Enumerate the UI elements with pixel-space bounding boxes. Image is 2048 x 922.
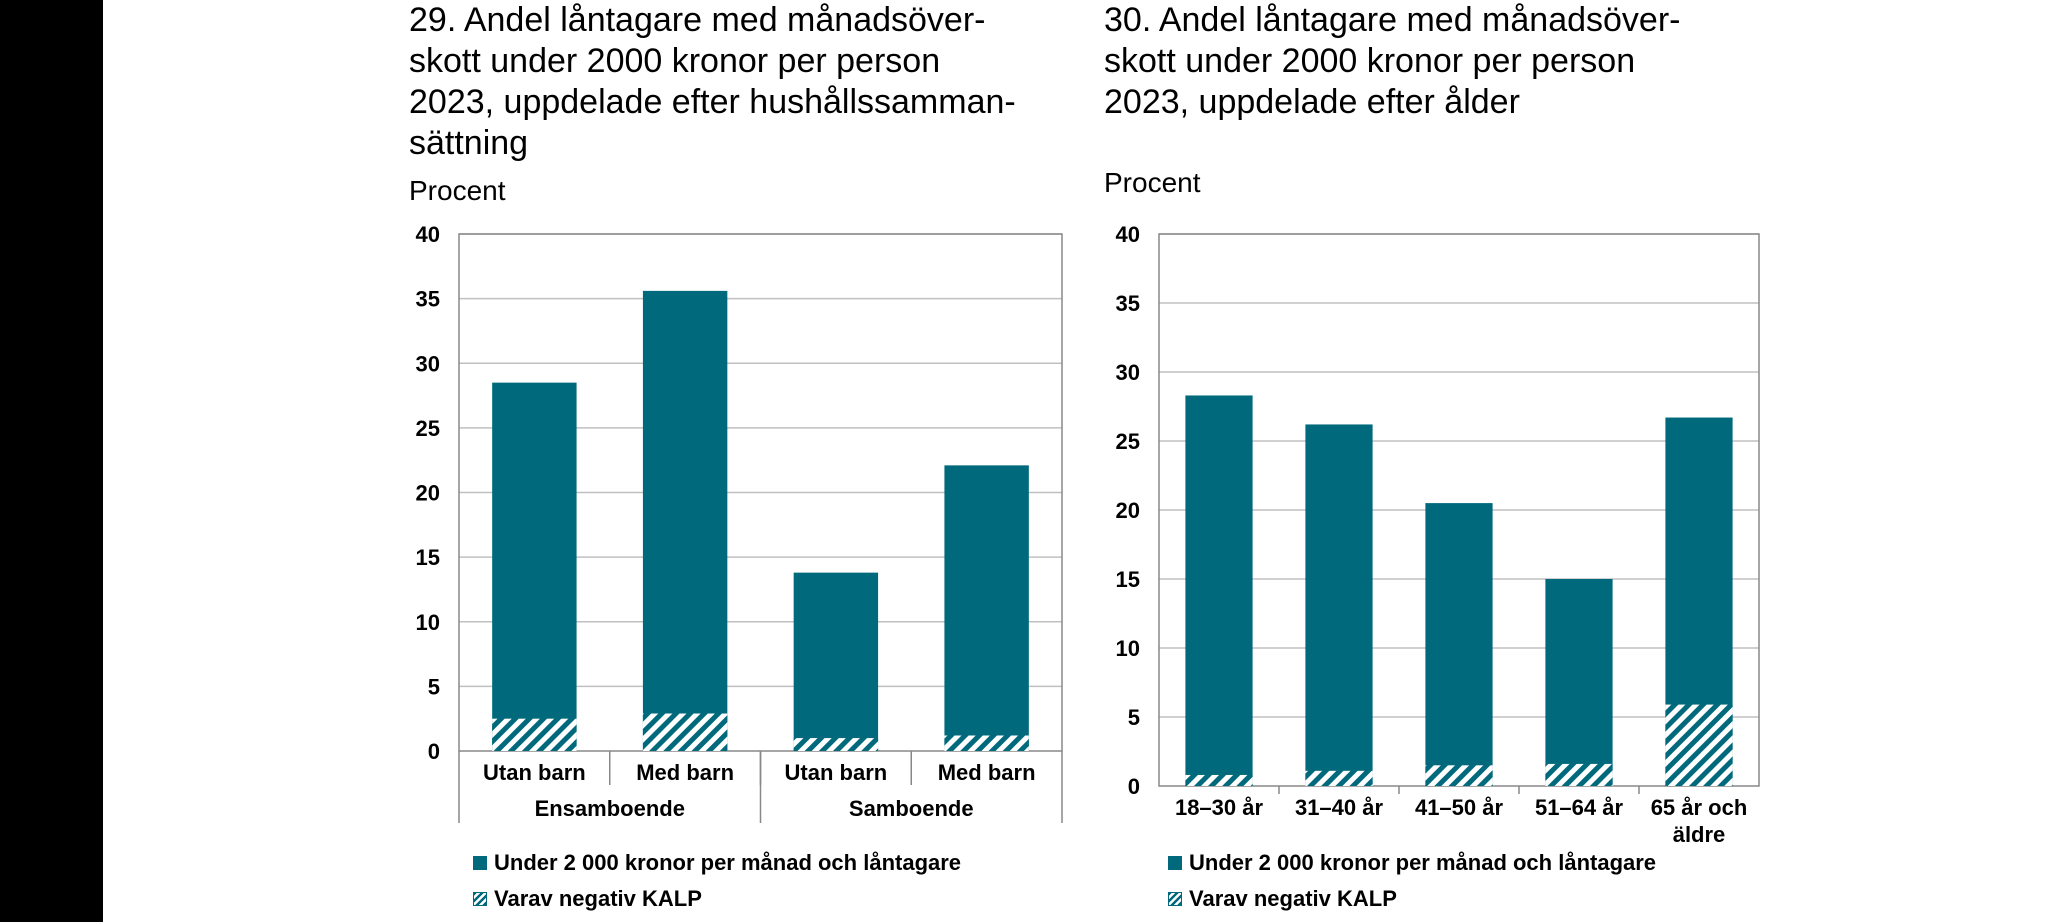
chart2-title-line-3: 2023, uppdelade efter ålder — [1104, 83, 1520, 121]
chart1-y-unit: Procent — [409, 175, 506, 206]
chart1-legend-swatch-solid — [473, 856, 487, 870]
chart2-y-tick-label: 0 — [1128, 774, 1140, 799]
chart2-y-tick-label: 10 — [1116, 636, 1140, 661]
chart1-y-tick-label: 0 — [428, 739, 440, 764]
chart1-legend-swatch-hatched — [473, 892, 487, 906]
chart2-bar-main — [1425, 503, 1493, 786]
chart2-y-tick-label: 5 — [1128, 705, 1140, 730]
chart2-y-tick-label: 15 — [1116, 567, 1140, 592]
chart1-title-line-2: skott under 2000 kronor per person — [409, 42, 941, 80]
chart2-y-unit: Procent — [1104, 167, 1201, 198]
chart2-y-tick-label: 35 — [1116, 291, 1140, 316]
left-black-bar — [0, 0, 103, 922]
chart2-legend-label-main: Under 2 000 kronor per månad och låntaga… — [1189, 850, 1657, 875]
chart2-legend-item-kalp: Varav negativ KALP — [1168, 886, 1397, 912]
chart2-y-tick-label: 20 — [1116, 498, 1140, 523]
chart1-bar-kalp — [642, 713, 728, 751]
chart1-x-tick-label: Utan barn — [785, 760, 888, 785]
chart1-bar-kalp — [944, 735, 1029, 751]
chart2-y-tick-label: 40 — [1116, 222, 1140, 247]
chart1-y-tick-label: 25 — [416, 416, 440, 441]
chart1-title-line-3: 2023, uppdelade efter hushållssamman- — [409, 83, 1016, 121]
chart2-title-line-1: 30. Andel låntagare med månadsöver- — [1104, 1, 1681, 39]
chart1-bar-main — [492, 382, 577, 751]
chart2-x-tick-label: 41–50 år — [1415, 795, 1504, 820]
chart2-legend-swatch-solid — [1168, 856, 1182, 870]
chart2-y-tick-label: 30 — [1116, 360, 1140, 385]
chart2-bar-kalp — [1545, 763, 1613, 786]
chart2-y-tick-label: 25 — [1116, 429, 1140, 454]
chart1-y-tick-label: 20 — [416, 481, 440, 506]
chart1-x-tick-label: Med barn — [636, 760, 734, 785]
chart1-legend-label-kalp: Varav negativ KALP — [494, 886, 702, 911]
chart2-x-tick-label: 31–40 år — [1295, 795, 1384, 820]
chart1-bar-main — [793, 572, 879, 751]
chart2-x-tick-label: äldre — [1673, 822, 1726, 847]
chart1-x-tick-label: Med barn — [938, 760, 1036, 785]
chart2-bar-kalp — [1665, 704, 1733, 786]
chart1-y-tick-label: 10 — [416, 610, 440, 635]
chart2-title-line-2: skott under 2000 kronor per person — [1104, 42, 1636, 80]
chart2-legend-label-kalp: Varav negativ KALP — [1189, 886, 1397, 911]
chart1-bar-main — [642, 290, 728, 751]
chart1-legend-item-kalp: Varav negativ KALP — [473, 886, 702, 912]
chart2-bar-kalp — [1185, 774, 1253, 786]
chart2-bar-main — [1305, 424, 1373, 786]
chart1-y-tick-label: 30 — [416, 351, 440, 376]
chart2-bar-kalp — [1305, 770, 1373, 786]
chart2-bar-main — [1185, 395, 1253, 786]
chart1-x-tick-label: Utan barn — [483, 760, 586, 785]
chart2-legend-item-main: Under 2 000 kronor per månad och låntaga… — [1168, 850, 1656, 876]
chart1-title-line-4: sättning — [409, 124, 529, 162]
chart1-bar-main — [944, 465, 1029, 751]
chart1-group-label: Ensamboende — [535, 796, 685, 821]
chart2-bar-kalp — [1425, 765, 1493, 786]
chart2-legend-swatch-hatched — [1168, 892, 1182, 906]
chart2-x-tick-label: 65 år och — [1651, 795, 1748, 820]
chart1-y-tick-label: 5 — [428, 674, 440, 699]
chart1-bar-kalp — [793, 738, 879, 751]
chart2-x-tick-label: 18–30 år — [1175, 795, 1264, 820]
chart2-bar-main — [1545, 579, 1613, 786]
chart1-group-label: Samboende — [849, 796, 974, 821]
chart1-bar-kalp — [492, 718, 577, 751]
chart1-legend-label-main: Under 2 000 kronor per månad och låntaga… — [494, 850, 962, 875]
chart1-legend-item-main: Under 2 000 kronor per månad och låntaga… — [473, 850, 961, 876]
chart1-title-line-1: 29. Andel låntagare med månadsöver- — [409, 1, 986, 39]
chart1-y-tick-label: 15 — [416, 545, 440, 570]
chart1-y-tick-label: 40 — [416, 222, 440, 247]
chart1-y-tick-label: 35 — [416, 287, 440, 312]
chart2-x-tick-label: 51–64 år — [1535, 795, 1624, 820]
